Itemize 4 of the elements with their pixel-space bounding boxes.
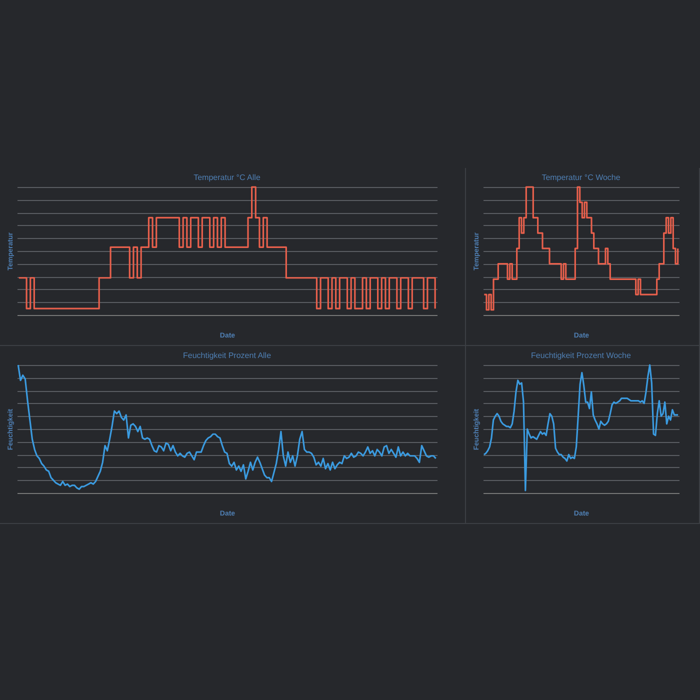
chart-title: Feuchtigkeit Prozent Alle xyxy=(182,351,272,360)
chart-title: Temperatur °C Alle xyxy=(194,173,261,182)
chart-title: Temperatur °C Woche xyxy=(542,173,621,182)
chart-title: Feuchtigkeit Prozent Woche xyxy=(531,351,632,360)
